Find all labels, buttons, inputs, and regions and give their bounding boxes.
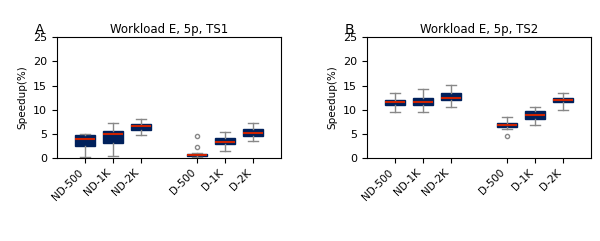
PathPatch shape <box>187 154 208 156</box>
Text: B: B <box>344 23 354 37</box>
PathPatch shape <box>75 135 95 146</box>
PathPatch shape <box>103 131 123 143</box>
Title: Workload E, 5p, TS1: Workload E, 5p, TS1 <box>110 23 229 36</box>
Y-axis label: Speedup(%): Speedup(%) <box>17 66 28 129</box>
Text: A: A <box>35 23 44 37</box>
PathPatch shape <box>440 93 461 100</box>
PathPatch shape <box>215 138 235 144</box>
PathPatch shape <box>553 98 573 102</box>
Title: Workload E, 5p, TS2: Workload E, 5p, TS2 <box>419 23 538 36</box>
PathPatch shape <box>525 111 545 119</box>
PathPatch shape <box>131 124 151 130</box>
PathPatch shape <box>385 100 405 105</box>
PathPatch shape <box>413 98 433 105</box>
Y-axis label: Speedup(%): Speedup(%) <box>327 66 337 129</box>
PathPatch shape <box>243 129 263 136</box>
PathPatch shape <box>497 123 517 127</box>
